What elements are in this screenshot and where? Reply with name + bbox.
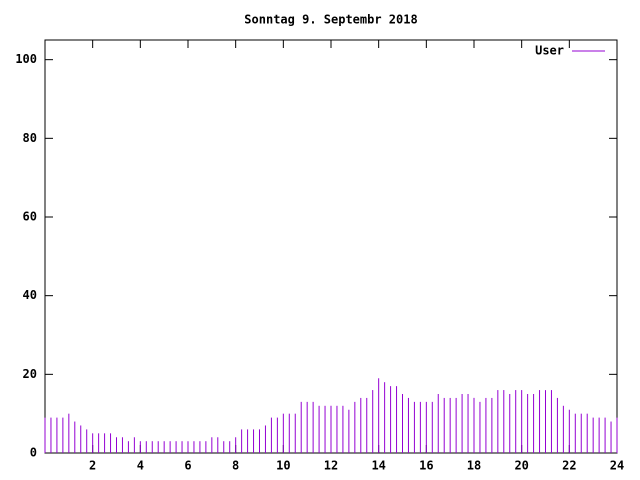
- x-tick-label: 6: [184, 459, 191, 473]
- x-tick-label: 24: [610, 459, 624, 473]
- x-tick-label: 20: [514, 459, 528, 473]
- y-tick-label: 0: [30, 446, 37, 460]
- x-tick-label: 18: [467, 459, 481, 473]
- x-tick-label: 8: [232, 459, 239, 473]
- plot-frame: [44, 39, 618, 454]
- x-tick-label: 12: [324, 459, 338, 473]
- legend-label: User: [535, 44, 564, 58]
- y-tick-label: 40: [23, 288, 37, 302]
- x-tick-label: 4: [137, 459, 144, 473]
- x-tick-label: 14: [371, 459, 385, 473]
- x-tick-label: 22: [562, 459, 576, 473]
- y-tick-label: 20: [23, 367, 37, 381]
- x-tick-label: 10: [276, 459, 290, 473]
- x-tick-label: 2: [89, 459, 96, 473]
- y-tick-label: 100: [15, 52, 37, 66]
- x-tick-label: 16: [419, 459, 433, 473]
- y-tick-label: 60: [23, 210, 37, 224]
- chart-title: Sonntag 9. Septembr 2018: [244, 13, 417, 27]
- y-tick-label: 80: [23, 131, 37, 145]
